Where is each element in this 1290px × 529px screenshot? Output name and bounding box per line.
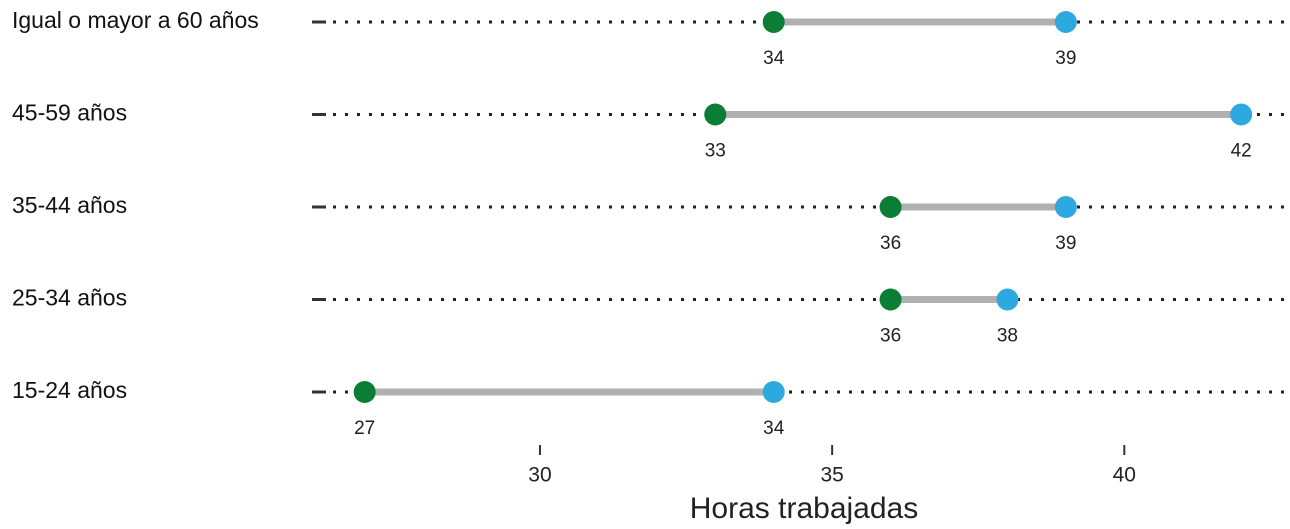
- dot: [704, 103, 727, 126]
- dot: [762, 11, 785, 33]
- value-label: 36: [880, 326, 901, 347]
- dot: [1230, 103, 1253, 126]
- x-tick-label: 40: [1113, 464, 1136, 487]
- x-axis-title: Horas trabajadas: [690, 492, 918, 525]
- dot: [1054, 196, 1077, 218]
- dot: [762, 381, 785, 403]
- value-label: 33: [705, 141, 726, 162]
- x-tick-label: 35: [820, 464, 843, 487]
- dot: [353, 381, 376, 403]
- value-label: 36: [880, 233, 901, 254]
- dot: [879, 196, 902, 218]
- category-label: 25-34 años: [12, 285, 127, 311]
- category-label: 15-24 años: [12, 377, 127, 403]
- dot: [996, 288, 1019, 311]
- value-label: 39: [1055, 233, 1076, 254]
- value-label: 38: [997, 326, 1018, 347]
- category-label: Igual o mayor a 60 años: [12, 7, 259, 33]
- value-label: 39: [1055, 48, 1076, 69]
- category-label: 35-44 años: [12, 192, 127, 218]
- value-label: 27: [354, 418, 375, 439]
- value-label: 34: [763, 418, 785, 439]
- category-label: 45-59 años: [12, 100, 127, 126]
- value-label: 42: [1231, 141, 1252, 162]
- dot: [1054, 11, 1077, 33]
- x-tick-label: 30: [528, 464, 551, 487]
- dot: [879, 288, 902, 311]
- value-label: 34: [763, 48, 785, 69]
